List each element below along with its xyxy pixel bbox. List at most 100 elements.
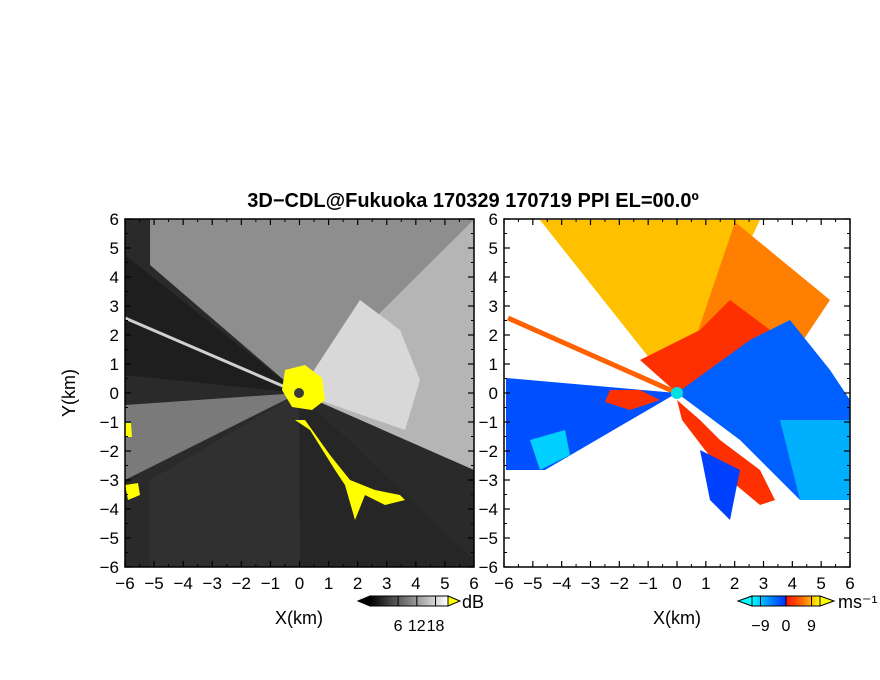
velocity-colorbar-tick-label: 0 — [782, 618, 791, 635]
velocity-colorbar-tick-label: −9 — [751, 618, 769, 635]
velocity-y-tick-label: −6 — [479, 558, 498, 577]
velocity-colorbar-unit: ms⁻¹ — [838, 592, 878, 612]
velocity-x-tick-label: −4 — [552, 574, 571, 593]
velocity-colorbar-ticks: −9 0 9 — [751, 596, 816, 635]
velocity-x-tick-label: −6 — [494, 574, 513, 593]
velocity-y-tick-label: −4 — [479, 500, 498, 519]
intensity-colorbar-tick-label: 12 — [408, 618, 426, 635]
intensity-x-tick-label: 5 — [440, 574, 449, 593]
intensity-x-tick-label: 0 — [295, 574, 304, 593]
intensity-x-tick-label: 1 — [324, 574, 333, 593]
velocity-x-tick-label: 6 — [845, 574, 854, 593]
intensity-y-tick-labels: −6 −5 −4 −3 −2 −1 0 1 2 3 4 5 6 — [100, 210, 119, 577]
intensity-x-tick-label: −6 — [115, 574, 134, 593]
intensity-y-tick-label: −5 — [100, 529, 119, 548]
intensity-echo-sector-west — [125, 393, 299, 480]
intensity-dark-sector-southwest — [150, 393, 300, 567]
intensity-x-tick-label: 6 — [469, 574, 478, 593]
velocity-y-tick-label: 1 — [489, 355, 498, 374]
velocity-y-tick-label: −5 — [479, 529, 498, 548]
intensity-y-tick-label: −4 — [100, 500, 119, 519]
velocity-x-tick-label: −2 — [610, 574, 629, 593]
intensity-x-tick-label: −3 — [203, 574, 222, 593]
velocity-x-tick-label: 1 — [701, 574, 710, 593]
intensity-colorbar-tick-label: 6 — [394, 618, 403, 635]
intensity-overflow-near-radar — [282, 365, 325, 410]
velocity-x-tick-label: −3 — [581, 574, 600, 593]
velocity-panel: −6 −5 −4 −3 −2 −1 0 1 2 3 4 5 6 −6−5−4−3−2−10123456 … — [479, 210, 878, 635]
velocity-receding-patch-south — [677, 400, 775, 505]
velocity-y-tick-label: 6 — [489, 210, 498, 229]
velocity-colorbar-underflow-arrow — [736, 595, 753, 607]
intensity-x-tick-label: −1 — [261, 574, 280, 593]
velocity-x-tick-label: 3 — [759, 574, 768, 593]
intensity-y-tick-label: −1 — [100, 413, 119, 432]
intensity-axis-ticks — [124, 218, 475, 568]
intensity-overflow-west-edge — [125, 423, 132, 437]
velocity-colorbar: −9 0 9 ms⁻¹ — [736, 592, 878, 635]
velocity-y-tick-label: 4 — [489, 268, 498, 287]
velocity-y-tick-label: 0 — [489, 384, 498, 403]
velocity-cyan-patch-southwest — [530, 430, 570, 470]
velocity-axis-ticks — [503, 218, 851, 568]
intensity-x-tick-label: −5 — [144, 574, 163, 593]
velocity-y-tick-label: −2 — [479, 442, 498, 461]
velocity-receding-patch-west — [605, 390, 660, 410]
intensity-y-tick-label: 3 — [110, 297, 119, 316]
intensity-y-tick-label: −3 — [100, 471, 119, 490]
velocity-receding-near-radar — [640, 300, 770, 393]
velocity-radar-center — [671, 387, 683, 399]
intensity-colorbar-gradient — [369, 595, 449, 607]
velocity-x-axis-label: X(km) — [653, 608, 701, 628]
intensity-colorbar-overflow-arrow — [447, 595, 462, 607]
intensity-colorbar-tick-label: 18 — [427, 618, 445, 635]
intensity-y-tick-label: 1 — [110, 355, 119, 374]
intensity-x-tick-labels: −6 −5 −4 −3 −2 −1 0 1 2 3 4 5 6 — [115, 574, 478, 593]
intensity-y-tick-label: 5 — [110, 239, 119, 258]
intensity-radar-center — [294, 388, 304, 398]
velocity-x-tick-label: 0 — [672, 574, 681, 593]
velocity-x-tick-label: −1 — [638, 574, 657, 593]
intensity-y-tick-label: −6 — [100, 558, 119, 577]
intensity-x-tick-label: 4 — [411, 574, 420, 593]
intensity-bright-core — [299, 300, 420, 430]
intensity-colorbar-ticks: 6 12 18 — [394, 596, 445, 635]
velocity-receding-sector-north — [540, 220, 760, 393]
intensity-y-tick-label: 6 — [110, 210, 119, 229]
velocity-y-tick-labels: −6 −5 −4 −3 −2 −1 0 1 2 3 4 5 6 — [479, 210, 498, 577]
intensity-x-tick-label: −4 — [173, 574, 192, 593]
velocity-x-tick-label: 2 — [730, 574, 739, 593]
intensity-x-tick-label: 2 — [353, 574, 362, 593]
velocity-y-tick-label: 2 — [489, 326, 498, 345]
intensity-x-axis-label: X(km) — [275, 608, 323, 628]
intensity-x-tick-label: −2 — [232, 574, 251, 593]
velocity-y-tick-label: 5 — [489, 239, 498, 258]
intensity-overflow-west — [125, 483, 140, 500]
velocity-x-tick-label: 4 — [788, 574, 797, 593]
intensity-dark-sector-northwest — [125, 255, 299, 393]
velocity-receding-beam-streak — [506, 315, 679, 396]
figure-title: 3D−CDL@Fukuoka 170329 170719 PPI EL=00.0… — [247, 190, 699, 212]
velocity-x-tick-label: −5 — [523, 574, 542, 593]
velocity-approaching-patch-south — [700, 450, 740, 520]
velocity-approaching-far-east — [780, 420, 850, 500]
intensity-y-tick-label: 2 — [110, 326, 119, 345]
velocity-y-tick-label: 3 — [489, 297, 498, 316]
intensity-echo-sector-north — [150, 219, 474, 393]
intensity-dark-sector-south — [299, 393, 474, 567]
intensity-x-tick-label: 3 — [382, 574, 391, 593]
intensity-y-tick-label: 4 — [110, 268, 119, 287]
intensity-colorbar-underflow-arrow — [356, 595, 371, 607]
velocity-x-tick-labels: −6 −5 −4 −3 −2 −1 0 1 2 3 4 5 6 — [494, 574, 854, 593]
intensity-panel: −6 −5 −4 −3 −2 −1 0 1 2 3 4 5 6 −6−5−4−3−2−10123456 … — [59, 210, 484, 635]
intensity-colorbar: 6 12 18 dB — [356, 592, 484, 635]
velocity-x-tick-label: 5 — [816, 574, 825, 593]
velocity-y-tick-label: −1 — [479, 413, 498, 432]
velocity-y-tick-label: −3 — [479, 471, 498, 490]
velocity-colorbar-tick-label: 9 — [807, 618, 816, 635]
velocity-colorbar-overflow-arrow — [819, 595, 836, 607]
intensity-y-axis-label: Y(km) — [59, 369, 79, 417]
intensity-y-tick-label: 0 — [110, 384, 119, 403]
intensity-overflow-southeast — [295, 420, 405, 520]
